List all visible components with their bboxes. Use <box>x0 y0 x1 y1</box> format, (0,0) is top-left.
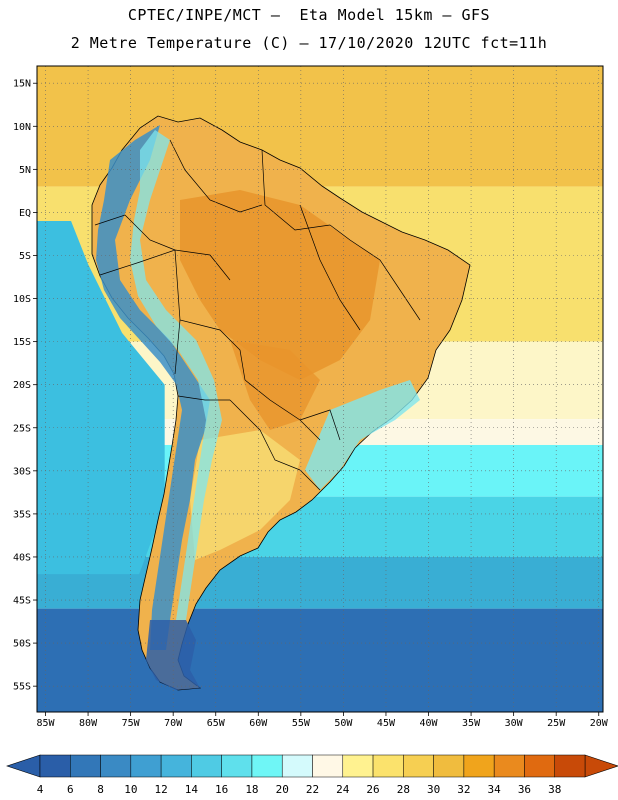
ocean-band-7 <box>37 608 603 712</box>
colorbar-label: 20 <box>276 783 289 796</box>
colorbar-swatch <box>524 754 555 778</box>
lat-tick-label: 55S <box>13 682 31 693</box>
colorbar-label: 18 <box>245 783 258 796</box>
colorbar-label: 38 <box>548 783 561 796</box>
colorbar-swatch <box>70 754 101 778</box>
lon-tick-label: 55W <box>292 718 311 729</box>
lon-tick-label: 45W <box>377 718 396 729</box>
lon-tick-label: 25W <box>547 718 566 729</box>
colorbar-label: 26 <box>366 783 379 796</box>
lon-tick-label: 20W <box>590 718 609 729</box>
colorbar-swatch <box>251 754 283 778</box>
colorbar-label: 8 <box>97 783 104 796</box>
colorbar-swatch <box>463 754 495 778</box>
andes-cold-band <box>96 125 210 650</box>
colorbar-swatch <box>39 754 71 778</box>
continent-temperature-field <box>91 115 471 691</box>
lat-tick-label: 10N <box>13 122 31 133</box>
chart-title-line-1: CPTEC/INPE/MCT – Eta Model 15km – GFS <box>127 6 491 24</box>
colorbar-high-arrow <box>584 754 618 778</box>
colorbar-label: 36 <box>518 783 531 796</box>
pacific-cool-water <box>37 221 165 575</box>
colorbar-swatch <box>100 754 132 778</box>
colorbar-swatch <box>433 754 465 778</box>
lat-tick-label: 5N <box>19 165 31 176</box>
lon-tick-label: 35W <box>462 718 481 729</box>
lon-tick-label: 85W <box>36 718 55 729</box>
colorbar-label: 12 <box>154 783 167 796</box>
southeast-coast-cool-region <box>305 380 420 490</box>
colorbar-swatch <box>160 754 192 778</box>
lat-tick-label: 30S <box>13 466 31 477</box>
lat-tick-label: 15N <box>13 79 31 90</box>
colorbar-low-arrow <box>6 754 41 778</box>
lat-tick-label: 20S <box>13 380 31 391</box>
colorbar-swatch <box>221 754 253 778</box>
lon-tick-label: 40W <box>419 718 438 729</box>
lat-tick-label: EQ <box>19 208 31 219</box>
colorbar-label: 28 <box>397 783 410 796</box>
colorbar-label: 14 <box>185 783 199 796</box>
chart-title-line-2: 2 Metre Temperature (C) – 17/10/2020 12U… <box>70 34 548 52</box>
andes-mild-band <box>130 130 222 620</box>
lat-tick-label: 50S <box>13 639 31 650</box>
lon-tick-label: 65W <box>207 718 226 729</box>
colorbar-label: 4 <box>37 783 44 796</box>
hot-interior-region <box>180 190 380 380</box>
lat-tick-label: 5S <box>19 251 31 262</box>
lat-tick-label: 15S <box>13 337 31 348</box>
colorbar-swatch <box>342 754 374 778</box>
lat-tick-label: 45S <box>13 596 31 607</box>
lon-tick-label: 75W <box>122 718 141 729</box>
colorbar-label: 34 <box>488 783 502 796</box>
latitude-tick-labels: 15N 10N 5N EQ 5S 10S 15S 20S 25S 30S 35S 40S 45S 50S 5… <box>13 79 37 693</box>
lon-tick-label: 60W <box>249 718 268 729</box>
colorbar-label: 30 <box>427 783 440 796</box>
colorbar-label: 6 <box>67 783 74 796</box>
hot-chaco-region <box>230 340 320 430</box>
colorbar-swatch <box>281 754 313 778</box>
temperature-colorbar: 4 6 8 10 12 14 16 18 20 22 24 26 28 30 32 34 36 38 <box>6 754 618 796</box>
lat-tick-label: 10S <box>13 294 31 305</box>
colorbar-swatch <box>372 754 404 778</box>
colorbar-swatch <box>130 754 162 778</box>
colorbar-swatch <box>191 754 222 778</box>
colorbar-swatch <box>312 754 344 778</box>
colorbar-swatch <box>554 754 586 778</box>
colorbar-swatch <box>403 754 434 778</box>
lon-tick-label: 30W <box>505 718 524 729</box>
pampas-mild-region <box>190 430 300 560</box>
lat-tick-label: 40S <box>13 552 31 563</box>
colorbar-label: 16 <box>215 783 228 796</box>
map-frame <box>36 65 604 713</box>
lat-tick-label: 25S <box>13 423 31 434</box>
lon-tick-label: 80W <box>79 718 98 729</box>
colorbar-swatch <box>493 754 525 778</box>
longitude-tick-labels: 85W 80W 75W 70W 65W 60W 55W 50W 45W 40W 35W 30W 25W 2… <box>36 712 609 729</box>
colorbar-label: 24 <box>336 783 350 796</box>
lon-tick-label: 70W <box>164 718 183 729</box>
map-plot-area <box>37 66 603 712</box>
colorbar-label: 22 <box>306 783 319 796</box>
lat-tick-label: 35S <box>13 509 31 520</box>
colorbar-label: 10 <box>124 783 137 796</box>
lon-tick-label: 50W <box>334 718 353 729</box>
colorbar-label: 32 <box>457 783 470 796</box>
